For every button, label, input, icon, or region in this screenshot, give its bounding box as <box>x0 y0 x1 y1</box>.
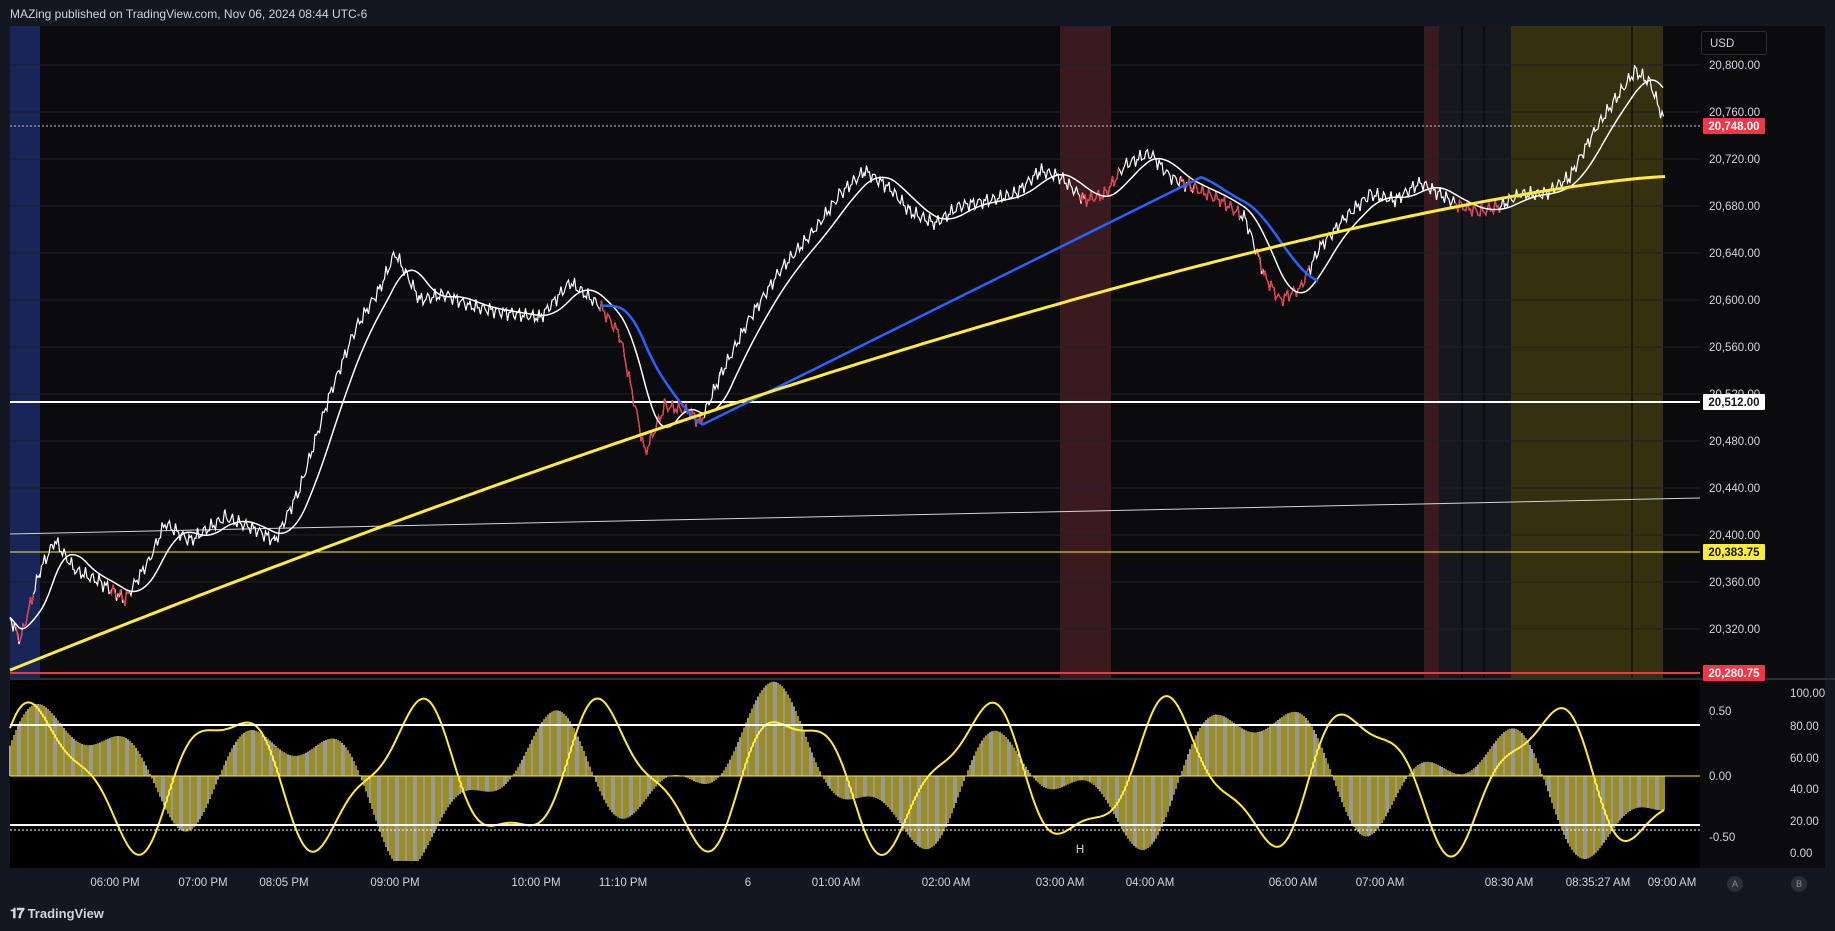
session-dark <box>1439 26 1511 678</box>
osc-axis-left-label: 0.00 <box>1709 771 1731 783</box>
svg-text:20,280.75: 20,280.75 <box>1708 668 1760 680</box>
time-axis-label: 02:00 AM <box>922 877 971 889</box>
tradingview-brand: TradingView <box>27 906 104 921</box>
price-axis-label: 20,640.00 <box>1709 248 1760 260</box>
oscillator-line <box>9 695 1665 858</box>
currency-selector[interactable]: USD <box>1701 31 1767 55</box>
price-axis-label: 20,320.00 <box>1709 624 1760 636</box>
time-axis-label: 6 <box>745 877 751 889</box>
time-axis-label: 09:00 PM <box>370 877 419 889</box>
time-axis-label: 08:35:27 AM <box>1566 877 1631 889</box>
price-tag-yellow-level: 20,383.75 <box>1703 544 1765 560</box>
session-red-1 <box>1060 26 1111 678</box>
publisher-caption: MAZing published on TradingView.com, Nov… <box>10 7 368 21</box>
price-tag-last: 20,748.00 <box>1703 118 1765 134</box>
osc-axis-left-label: 0.50 <box>1709 706 1731 718</box>
price-axis-label: 20,400.00 <box>1709 530 1760 542</box>
price-series <box>9 64 1665 645</box>
price-axis-label: 20,440.00 <box>1709 483 1760 495</box>
time-axis-label: 03:00 AM <box>1036 877 1085 889</box>
session-blue <box>10 26 40 678</box>
time-axis-label: 07:00 AM <box>1356 877 1405 889</box>
svg-text:20,748.00: 20,748.00 <box>1708 121 1759 133</box>
osc-axis-left-label: -0.50 <box>1709 832 1735 844</box>
time-axis-label: 06:00 AM <box>1269 877 1318 889</box>
price-axis-label: 20,760.00 <box>1709 107 1760 119</box>
log-scale-button[interactable]: B <box>1791 876 1807 892</box>
time-axis-label: 06:00 PM <box>90 877 139 889</box>
osc-axis-right-label: 40.00 <box>1790 784 1819 796</box>
svg-text:20,512.00: 20,512.00 <box>1708 397 1759 409</box>
price-axis-label: 20,560.00 <box>1709 342 1760 354</box>
oscillator-axis-left: 0.50 0.00 -0.50 <box>1709 706 1735 844</box>
tradingview-logo-icon: 𝟏𝟕 <box>10 905 25 921</box>
price-axis-label: 20,720.00 <box>1709 154 1760 166</box>
price-grid <box>10 64 1700 630</box>
tradingview-logo[interactable]: 𝟏𝟕 TradingView <box>10 905 104 922</box>
svg-text:20,383.75: 20,383.75 <box>1708 547 1760 559</box>
time-axis-label: 09:00 AM <box>1648 877 1697 889</box>
time-axis-label: 08:30 AM <box>1485 877 1534 889</box>
osc-axis-right-label: 0.00 <box>1790 848 1812 860</box>
time-axis-label: 08:05 PM <box>259 877 308 889</box>
oscillator-axis-right: 100.00 80.00 60.00 40.00 20.00 0.00 <box>1790 688 1825 860</box>
price-axis[interactable]: 20,800.00 20,760.00 20,720.00 20,680.00 20,6… <box>1709 60 1760 636</box>
osc-axis-right-label: 60.00 <box>1790 753 1819 765</box>
time-axis-label: 11:10 PM <box>599 877 647 889</box>
price-tag-white-level: 20,512.00 <box>1703 394 1765 410</box>
oscillator-pane[interactable]: H <box>9 680 1700 868</box>
time-axis-label: 04:00 AM <box>1126 877 1175 889</box>
footer-bar <box>0 896 1835 931</box>
moving-average-blue-segment <box>600 175 1319 426</box>
price-axis-label: 20,680.00 <box>1709 201 1760 213</box>
time-axis-label: 07:00 PM <box>178 877 227 889</box>
price-axis-label: 20,600.00 <box>1709 295 1760 307</box>
auto-scale-button[interactable]: A <box>1727 876 1743 892</box>
session-red-2 <box>1424 26 1439 678</box>
price-tag-red-level: 20,280.75 <box>1703 665 1765 681</box>
moving-average-fast <box>9 79 1664 630</box>
moving-average-yellow <box>9 175 1666 672</box>
osc-axis-right-label: 20.00 <box>1790 816 1819 828</box>
price-series-red-segments <box>14 168 1501 643</box>
osc-axis-right-label: 80.00 <box>1790 721 1819 733</box>
osc-axis-right-label: 100.00 <box>1790 688 1825 700</box>
session-yellow <box>1511 26 1663 678</box>
time-axis[interactable]: 06:00 PM 07:00 PM 08:05 PM 09:00 PM 10:00 PM… <box>90 877 1696 889</box>
time-axis-label: 10:00 PM <box>511 877 560 889</box>
price-axis-label: 20,360.00 <box>1709 577 1760 589</box>
price-axis-label: 20,800.00 <box>1709 60 1760 72</box>
osc-marker-h: H <box>1076 844 1084 856</box>
price-axis-label: 20,480.00 <box>1709 436 1760 448</box>
time-axis-label: 01:00 AM <box>812 877 861 889</box>
